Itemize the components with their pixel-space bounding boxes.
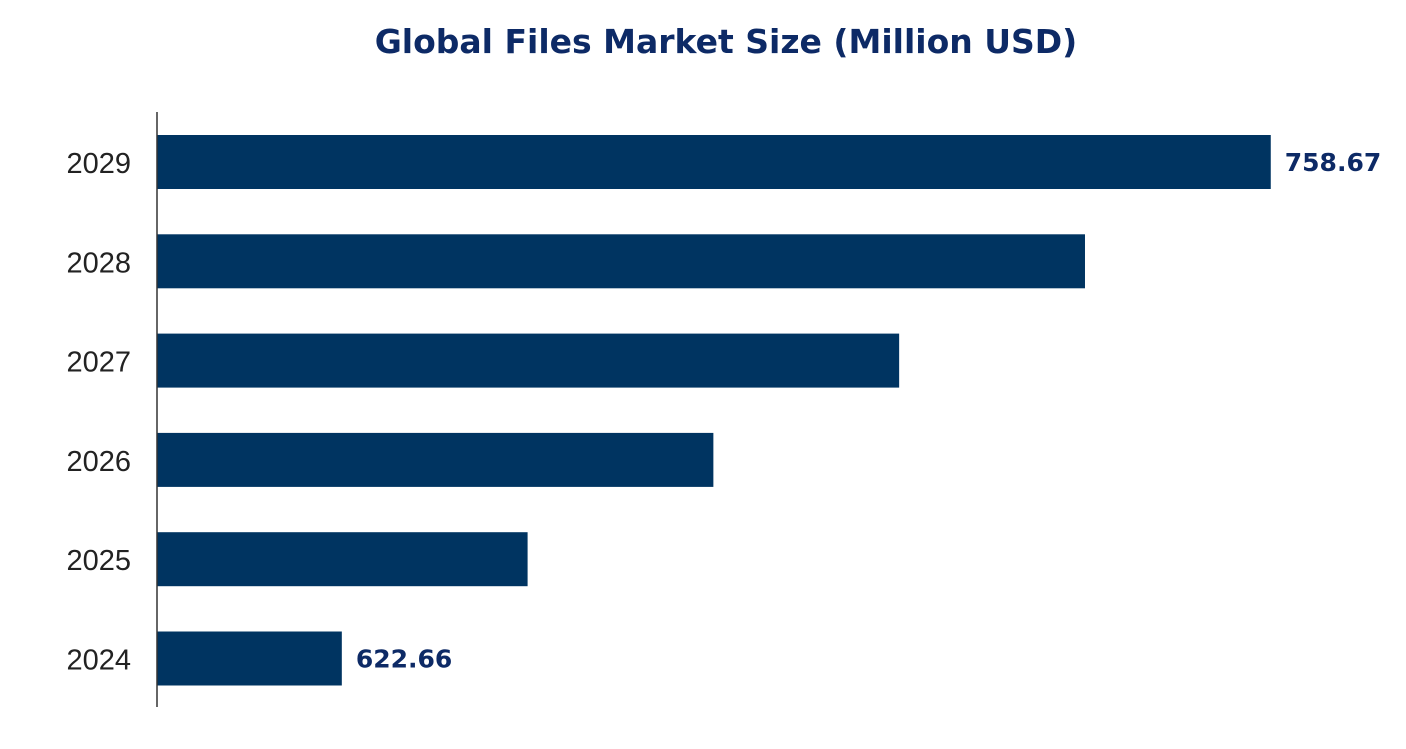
bar-2024 [157, 631, 342, 686]
y-tick-label: 2026 [66, 446, 131, 478]
y-tick-label: 2024 [66, 645, 131, 677]
data-label: 622.66 [356, 645, 452, 674]
bar-2027 [157, 333, 900, 388]
y-tick-label: 2025 [66, 545, 131, 577]
bar-2028 [157, 234, 1085, 289]
y-tick-label: 2029 [66, 148, 131, 180]
chart-title: Global Files Market Size (Million USD) [374, 22, 1078, 61]
y-tick-label: 2027 [66, 347, 131, 379]
bar-2025 [157, 532, 528, 587]
bar-2026 [157, 432, 714, 487]
y-tick-label: 2028 [66, 247, 131, 279]
data-label: 758.67 [1285, 148, 1381, 177]
bar-2029 [157, 135, 1271, 189]
